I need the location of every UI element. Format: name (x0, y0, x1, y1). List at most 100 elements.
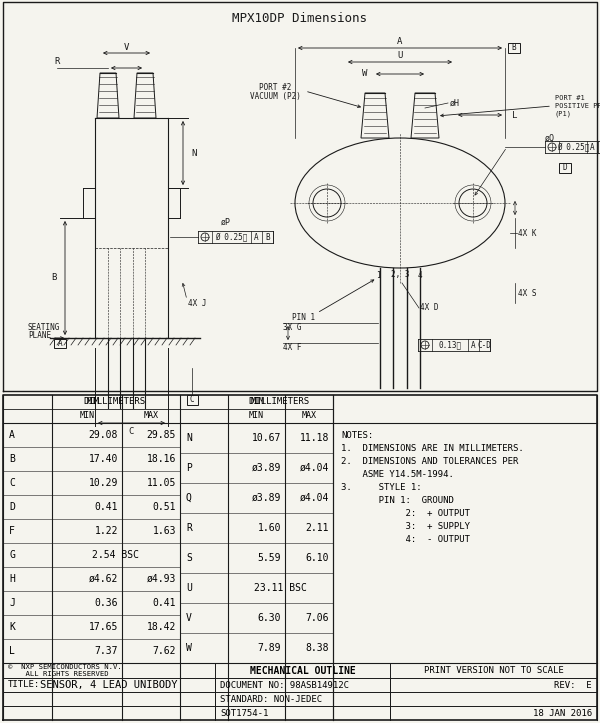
Text: ø4.62: ø4.62 (89, 574, 118, 584)
Text: 4X S: 4X S (518, 288, 536, 297)
Text: 17.65: 17.65 (89, 622, 118, 632)
Text: ø4.04: ø4.04 (299, 493, 329, 503)
Text: 3:  + SUPPLY: 3: + SUPPLY (341, 522, 470, 531)
Text: 6.10: 6.10 (305, 553, 329, 563)
Text: 5.59: 5.59 (257, 553, 281, 563)
Text: ©  NXP SEMICONDUCTORS N.V.
    ALL RIGHTS RESERVED: © NXP SEMICONDUCTORS N.V. ALL RIGHTS RES… (8, 664, 122, 677)
Text: 0.41: 0.41 (152, 598, 176, 608)
Text: L: L (512, 111, 517, 119)
Text: øH: øH (450, 98, 460, 108)
Text: 1.22: 1.22 (95, 526, 118, 536)
Text: R: R (186, 523, 192, 533)
Text: MILLIMETERS: MILLIMETERS (250, 398, 310, 406)
Text: 10.67: 10.67 (251, 433, 281, 443)
Text: C: C (9, 478, 15, 488)
Text: 18 JAN 2016: 18 JAN 2016 (533, 709, 592, 717)
Text: TITLE:: TITLE: (8, 680, 40, 689)
Circle shape (313, 189, 341, 217)
Text: 1: 1 (376, 270, 380, 280)
Text: SENSOR, 4 LEAD UNIBODY: SENSOR, 4 LEAD UNIBODY (40, 680, 178, 690)
Text: DIM: DIM (83, 398, 99, 406)
Text: 4X J: 4X J (188, 299, 206, 307)
Text: P: P (186, 463, 192, 473)
Text: U: U (186, 583, 192, 593)
Text: N: N (186, 433, 192, 443)
Text: MAX: MAX (143, 411, 158, 419)
Text: ø3.89: ø3.89 (251, 463, 281, 473)
Text: Ø 0.25Ⓜ: Ø 0.25Ⓜ (215, 233, 248, 241)
Text: 4X D: 4X D (420, 304, 439, 312)
Text: 11.05: 11.05 (146, 478, 176, 488)
Text: 2, 3: 2, 3 (391, 270, 409, 280)
Text: POSITIVE PRESSURE: POSITIVE PRESSURE (555, 103, 600, 109)
Text: PIN 1:  GROUND: PIN 1: GROUND (341, 496, 454, 505)
Text: C: C (190, 395, 194, 404)
Text: G: G (9, 550, 15, 560)
Text: SOT1754-1: SOT1754-1 (220, 709, 268, 717)
Text: 29.08: 29.08 (89, 430, 118, 440)
Text: SEATING: SEATING (28, 323, 61, 333)
Text: B: B (265, 233, 270, 241)
Polygon shape (134, 73, 156, 118)
Text: ø4.93: ø4.93 (146, 574, 176, 584)
Text: 1.63: 1.63 (152, 526, 176, 536)
Text: 0.51: 0.51 (152, 502, 176, 512)
Text: N: N (191, 148, 196, 158)
Text: 1.60: 1.60 (257, 523, 281, 533)
Text: 11.18: 11.18 (299, 433, 329, 443)
Text: W: W (186, 643, 192, 653)
Text: 2:  + OUTPUT: 2: + OUTPUT (341, 509, 470, 518)
Text: PORT #2: PORT #2 (259, 83, 291, 93)
Text: 7.37: 7.37 (95, 646, 118, 656)
Text: MILLIMETERS: MILLIMETERS (86, 398, 146, 406)
Text: Ø 0.25Ⓜ: Ø 0.25Ⓜ (557, 142, 589, 152)
Text: DIM: DIM (248, 398, 264, 406)
Text: 2.54 BSC: 2.54 BSC (92, 550, 139, 560)
Text: D: D (9, 502, 15, 512)
Text: MIN: MIN (248, 411, 263, 419)
Text: B: B (512, 43, 517, 53)
Text: 10.29: 10.29 (89, 478, 118, 488)
Text: B: B (52, 273, 57, 283)
Text: øQ: øQ (545, 134, 555, 142)
Bar (559, 163, 571, 173)
Text: K: K (9, 622, 15, 632)
Text: A: A (590, 142, 595, 152)
Text: J: J (9, 598, 15, 608)
Text: (P1): (P1) (555, 111, 572, 117)
Text: A: A (58, 338, 62, 348)
Text: MAX: MAX (302, 411, 317, 419)
Text: MECHANICAL OUTLINE: MECHANICAL OUTLINE (250, 665, 355, 675)
Text: 6.30: 6.30 (257, 613, 281, 623)
Text: øP: øP (221, 218, 231, 226)
Text: STANDARD: NON-JEDEC: STANDARD: NON-JEDEC (220, 695, 322, 703)
Text: Q: Q (186, 493, 192, 503)
Text: 4X F: 4X F (283, 343, 302, 353)
Bar (54, 338, 66, 348)
Text: H: H (9, 574, 15, 584)
Text: C: C (129, 427, 134, 435)
Text: DOCUMENT NO: 98ASB14912C: DOCUMENT NO: 98ASB14912C (220, 680, 349, 690)
Text: MPX10DP Dimensions: MPX10DP Dimensions (233, 12, 367, 25)
Text: 4: 4 (418, 270, 422, 280)
Text: 1.  DIMENSIONS ARE IN MILLIMETERS.: 1. DIMENSIONS ARE IN MILLIMETERS. (341, 444, 524, 453)
Text: 8.38: 8.38 (305, 643, 329, 653)
Text: REV:  E: REV: E (554, 680, 592, 690)
Text: 18.16: 18.16 (146, 454, 176, 464)
Text: W: W (362, 69, 367, 79)
Text: 0.36: 0.36 (95, 598, 118, 608)
Text: A: A (397, 36, 403, 46)
Text: 7.06: 7.06 (305, 613, 329, 623)
Text: C-D: C-D (478, 341, 491, 349)
Text: A: A (9, 430, 15, 440)
Text: 0.13Ⓜ: 0.13Ⓜ (439, 341, 461, 349)
Text: S: S (186, 553, 192, 563)
Text: 3.     STYLE 1:: 3. STYLE 1: (341, 483, 422, 492)
Text: V: V (186, 613, 192, 623)
Text: 2.  DIMENSIONS AND TOLERANCES PER: 2. DIMENSIONS AND TOLERANCES PER (341, 457, 518, 466)
Text: PORT #1: PORT #1 (555, 95, 585, 101)
Text: NOTES:: NOTES: (341, 431, 373, 440)
Text: R: R (55, 56, 59, 66)
Text: PLANE: PLANE (28, 332, 51, 341)
Text: A: A (254, 233, 259, 241)
